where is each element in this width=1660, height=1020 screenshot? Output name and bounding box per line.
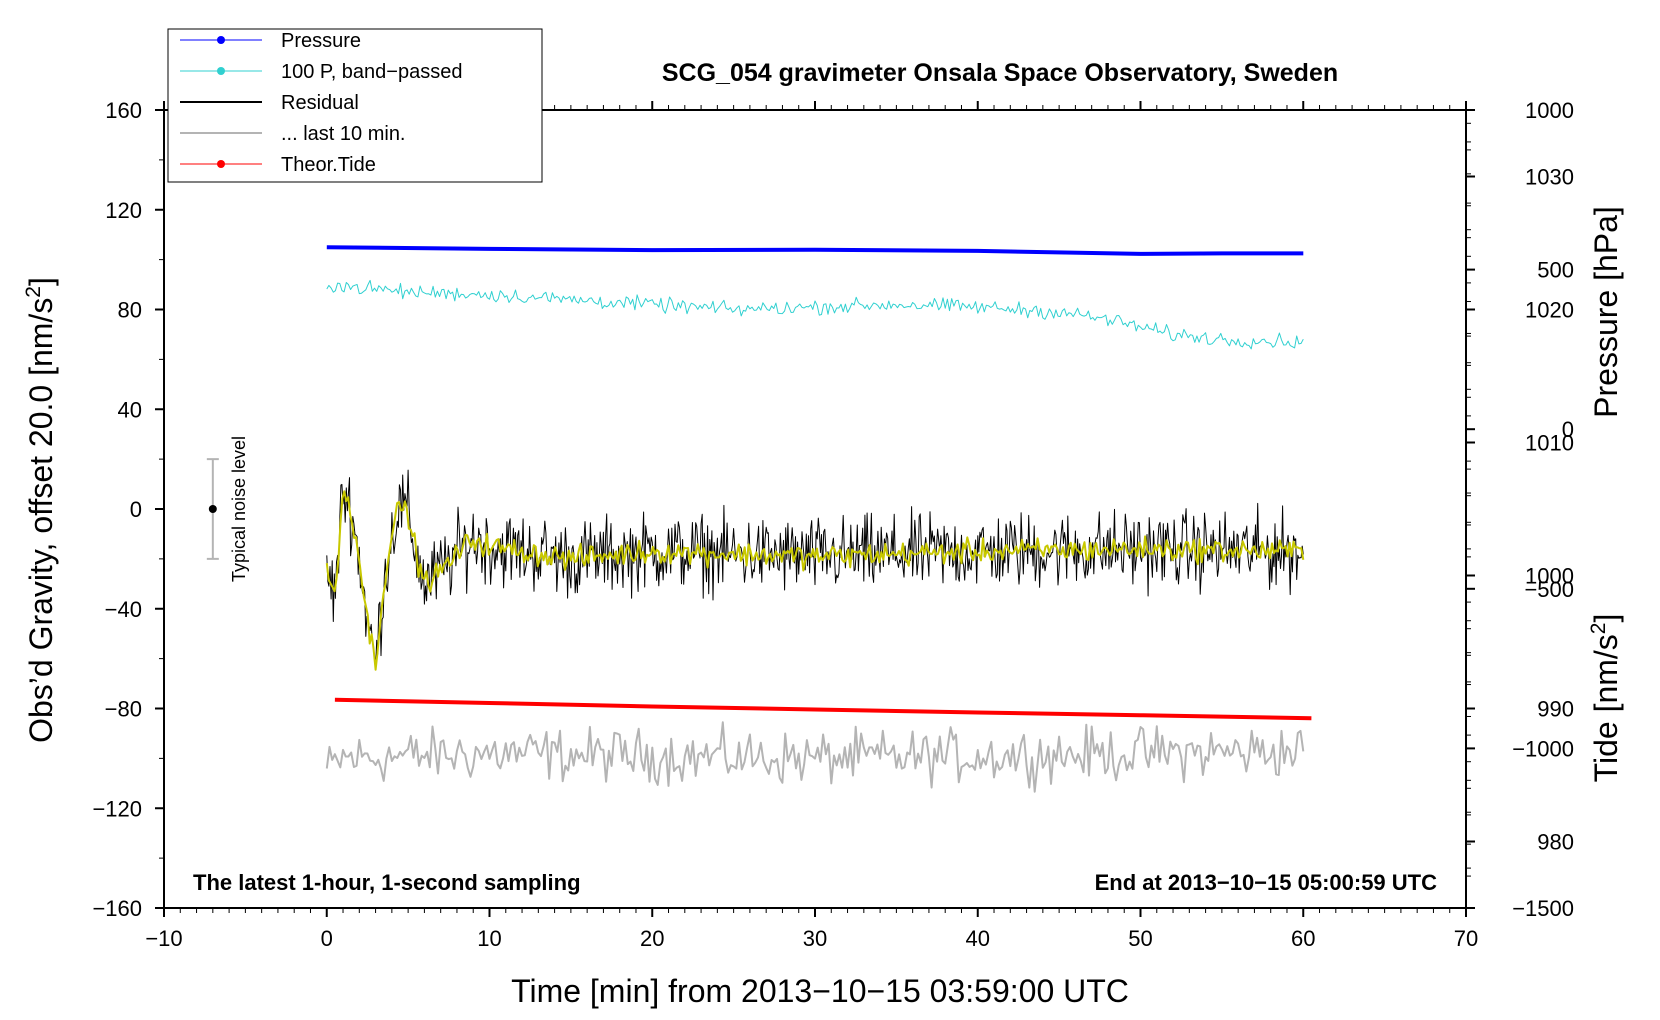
series-last-10-min (325, 721, 1305, 793)
y-axis-title-end: ] (23, 277, 59, 286)
tide-tick-label: −500 (1524, 577, 1574, 602)
pressure-axis-title: Pressure [hPa] (1588, 206, 1624, 418)
noise-label: Typical noise level (229, 436, 249, 582)
tide-tick-label: 500 (1537, 258, 1574, 283)
tide-axis-title-sup: 2 (1587, 623, 1610, 635)
noise-center-dot (208, 505, 217, 513)
y-tick-label: −40 (105, 597, 142, 622)
series-theor-tide (334, 697, 1312, 721)
chart-title: SCG_054 gravimeter Onsala Space Observat… (662, 59, 1338, 87)
legend-label: ... last 10 min. (281, 123, 406, 145)
legend-label: Theor.Tide (281, 154, 376, 176)
pressure-tick-label: 990 (1537, 697, 1574, 722)
noise-indicator: Typical noise level (206, 436, 249, 582)
x-tick-label: −10 (145, 926, 182, 951)
axis-layer: −10 0 10 20 30 40 50 60 7016012080400−40−80−120−… (92, 98, 1574, 951)
pressure-tick-label: 1020 (1525, 298, 1574, 323)
y-axis-title-main: Obs’d Gravity, offset 20.0 [nm/s (23, 298, 59, 743)
pressure-tick-label: 1010 (1525, 431, 1574, 456)
annotation-end-time: End at 2013−10−15 05:00:59 UTC (1095, 870, 1438, 895)
tide-axis-title: Tide [nm/s2] (1587, 614, 1624, 783)
pressure-tick-label: 1000 (1525, 564, 1574, 589)
x-tick-label: 30 (803, 926, 827, 951)
plot-frame (163, 109, 1467, 909)
x-tick-label: 70 (1454, 926, 1478, 951)
tide-tick-label: 0 (1562, 417, 1574, 442)
y-tick-label: −80 (105, 697, 142, 722)
legend: Pressure 100 P, band−passed Residual ... la… (167, 28, 543, 183)
tide-tick-label: −1000 (1512, 736, 1574, 761)
y-axis-title: Obs’d Gravity, offset 20.0 [nm/s2] (22, 277, 59, 743)
tide-axis-title-main: Tide [nm/s (1588, 634, 1624, 782)
tide-tick-label: −1500 (1512, 896, 1574, 921)
y-tick-label: −120 (92, 796, 142, 821)
x-tick-label: 50 (1128, 926, 1152, 951)
series-pressure (326, 245, 1304, 256)
series-smoothed (325, 490, 1305, 671)
series-100-p-band-passed (326, 279, 1304, 350)
legend-marker (217, 67, 225, 75)
y-axis-title-sup: 2 (22, 286, 45, 298)
x-tick-label: 60 (1291, 926, 1315, 951)
tide-axis-title-end: ] (1588, 614, 1624, 623)
pressure-tick-label: 980 (1537, 830, 1574, 855)
y-tick-label: 160 (105, 98, 142, 123)
x-tick-label: 0 (321, 926, 333, 951)
legend-label: Pressure (281, 30, 361, 52)
legend-label: 100 P, band−passed (281, 61, 462, 83)
series-residual (326, 469, 1304, 670)
pressure-tick-label: 1030 (1525, 165, 1574, 190)
y-tick-label: 120 (105, 198, 142, 223)
legend-marker (217, 36, 225, 44)
y-tick-label: 0 (130, 497, 142, 522)
legend-box (167, 28, 543, 183)
x-tick-label: 20 (640, 926, 664, 951)
series-layer (325, 245, 1312, 793)
annotation-sampling: The latest 1-hour, 1-second sampling (193, 870, 581, 895)
tide-tick-label: 1000 (1525, 98, 1574, 123)
legend-items: Pressure 100 P, band−passed Residual ... la… (180, 30, 462, 176)
legend-label: Residual (281, 92, 359, 114)
y-tick-label: 80 (118, 298, 142, 323)
x-tick-label: 40 (966, 926, 990, 951)
y-tick-label: −160 (92, 896, 142, 921)
legend-marker (217, 160, 225, 168)
y-tick-label: 40 (118, 397, 142, 422)
x-tick-label: 10 (477, 926, 501, 951)
x-axis-title: Time [min] from 2013−10−15 03:59:00 UTC (511, 973, 1129, 1009)
